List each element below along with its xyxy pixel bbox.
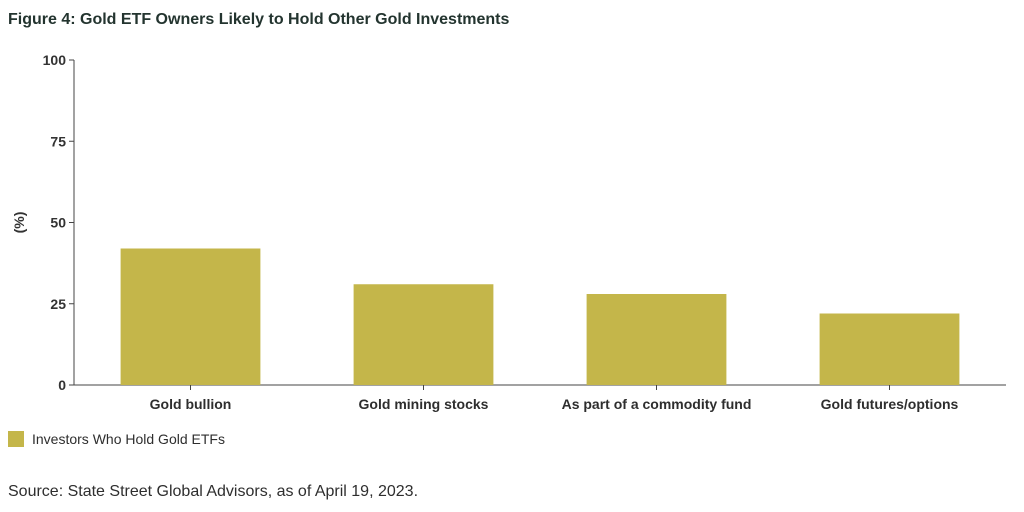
source-note: Source: State Street Global Advisors, as… [8,483,419,500]
x-tick-label: Gold bullion [150,396,232,412]
legend-label: Investors Who Hold Gold ETFs [32,431,225,447]
bar [353,284,494,385]
y-tick-label: 100 [43,52,67,68]
y-tick-label: 25 [50,296,66,312]
legend-swatch [8,431,24,447]
bar [586,294,727,385]
x-tick-label: Gold mining stocks [359,396,489,412]
x-tick-label: Gold futures/options [821,396,959,412]
y-tick-label: 75 [50,133,66,149]
x-tick-label: As part of a commodity fund [562,396,752,412]
bar [819,313,960,385]
legend: Investors Who Hold Gold ETFs [8,431,225,447]
y-tick-label: 50 [50,215,66,231]
y-tick-label: 0 [58,377,66,393]
bar [120,248,261,385]
bar-chart: 0 25 50 75 100 (%) Gold bullion Gold mining sto… [11,52,1006,412]
chart-title: Figure 4: Gold ETF Owners Likely to Hold… [8,11,510,28]
y-axis-label: (%) [11,212,27,234]
